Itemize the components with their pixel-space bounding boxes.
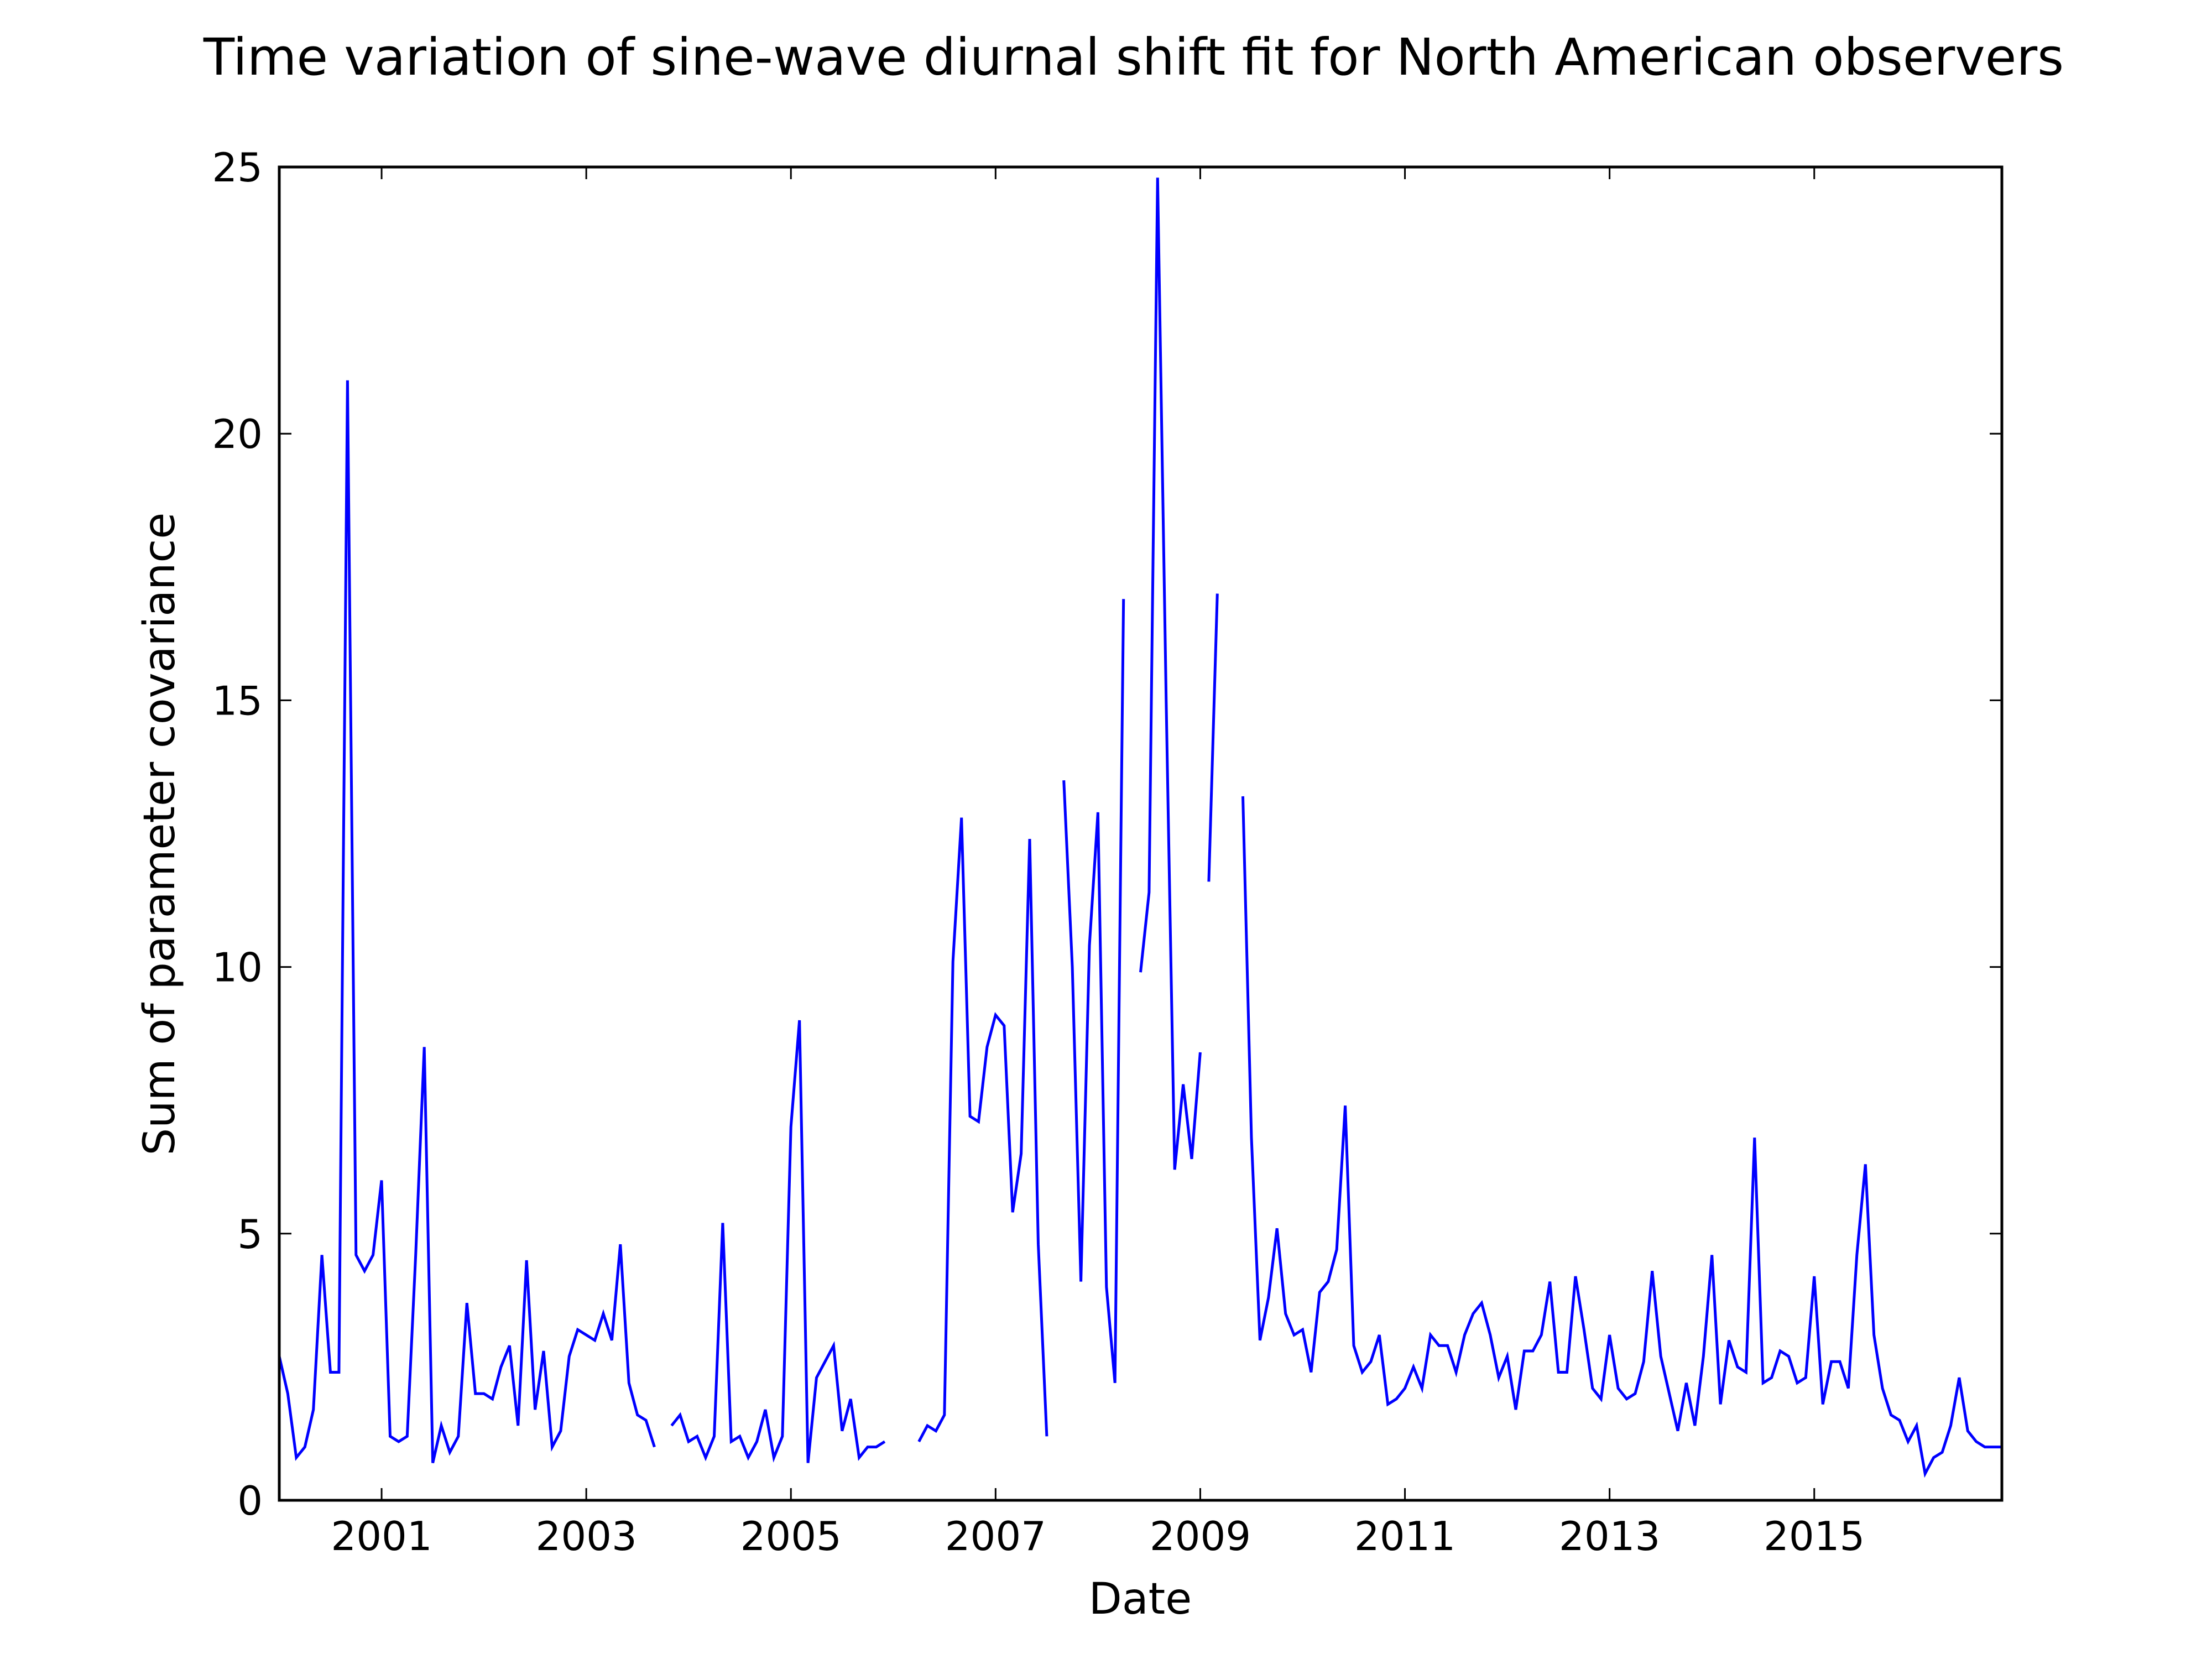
y-tick-label: 15: [212, 677, 263, 724]
series-line-segment-2: [670, 1020, 886, 1463]
x-axis-label: Date: [1089, 1574, 1192, 1624]
series-line-segment-1: [278, 380, 656, 1464]
x-tick-label: 2011: [1354, 1513, 1455, 1559]
series-line-segment-4: [1062, 599, 1125, 1384]
x-tick-label: 2007: [945, 1513, 1046, 1559]
x-axis: 2001 2003 2005 2007 2009 2011 2013 2015: [331, 167, 1865, 1559]
x-tick-label: 2003: [536, 1513, 637, 1559]
x-tick-label: 2001: [331, 1513, 432, 1559]
x-tick-label: 2015: [1764, 1513, 1865, 1559]
x-tick-label: 2013: [1559, 1513, 1660, 1559]
y-tick-label: 5: [237, 1211, 263, 1258]
data-series-line-group: [278, 178, 2002, 1478]
y-tick-label: 0: [237, 1478, 263, 1524]
x-tick-label: 2009: [1150, 1513, 1251, 1559]
x-tick-label: 2005: [740, 1513, 842, 1559]
series-line-segment-6: [1207, 593, 1219, 882]
y-tick-label: 25: [212, 144, 263, 191]
series-line-segment-3: [917, 817, 1048, 1443]
y-axis: 0 5 10 15 20 25: [212, 144, 2002, 1524]
plot-frame: [278, 165, 2004, 1502]
y-tick-label: 20: [212, 411, 263, 457]
y-axis-label: Sum of parameter covariance: [135, 513, 185, 1156]
y-tick-label: 10: [212, 945, 263, 991]
series-line-segment-7: [1241, 796, 2002, 1478]
series-line-segment-5: [1139, 178, 1202, 1170]
chart-title: Time variation of sine-wave diurnal shif…: [203, 28, 2064, 87]
